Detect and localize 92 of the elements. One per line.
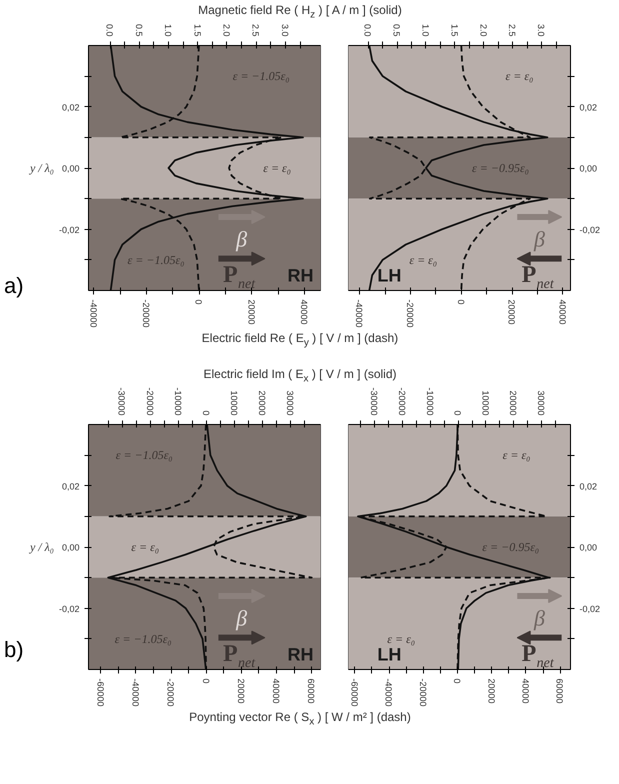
x2-tick-label: -10000	[172, 387, 183, 416]
y-tick-label: -0,02	[58, 224, 80, 235]
x-tick-label: 20000	[246, 300, 256, 325]
annotation: LH	[377, 266, 402, 286]
y-tick-label: 0,02	[580, 481, 598, 492]
y-tick-label: 0,02	[580, 102, 598, 112]
x-tick-label: 40000	[271, 678, 282, 704]
x2-tick-label: 0.0	[104, 24, 115, 37]
band-label: ε = −1.05ε₀	[128, 252, 184, 267]
x2-tick-label: 2.5	[250, 24, 261, 37]
annotation: RH	[288, 644, 314, 665]
text: b)	[4, 636, 24, 664]
x2-tick-label: 2.5	[507, 24, 518, 37]
x-tick-label: 0	[200, 678, 211, 684]
x2-tick-label: 1.5	[449, 24, 460, 37]
x-tick-label: 0	[456, 300, 466, 305]
x2-tick-label: -20000	[396, 387, 407, 416]
y-tick-label: 0,00	[62, 542, 80, 552]
annotation: LH	[377, 644, 402, 665]
annotation: β	[532, 606, 545, 631]
text: a)	[4, 272, 24, 300]
x2-tick-label: 0.0	[362, 24, 373, 37]
x-tick-label: 40000	[299, 300, 310, 325]
x2-tick-label: 0.5	[392, 24, 402, 37]
band-label: ε = ε₀	[387, 632, 416, 646]
y-tick-label: 0,00	[580, 164, 598, 174]
x2-tick-label: 20000	[257, 390, 268, 416]
x2-tick-label: 10000	[480, 390, 490, 416]
x-tick-label: -20000	[404, 300, 415, 328]
x-axis-title: Poynting vector Re ( S$_{x}$ ) [ W / m² ] (dash)	[189, 709, 411, 730]
x-tick-label: -40000	[88, 300, 98, 328]
x-tick-label: 20000	[236, 678, 246, 704]
x2-axis-title: Electric field Im ( E$_{x}$ ) [ V / m ] (solid)	[203, 366, 397, 386]
x2-tick-label: 3.0	[280, 24, 290, 37]
x-tick-label: -40000	[384, 678, 394, 707]
x2-tick-label: -30000	[369, 387, 380, 416]
band-label: ε = −1.05ε₀	[232, 69, 290, 84]
y-axis-title: y / λ₀	[28, 161, 54, 175]
x2-axis-title: Magnetic field Re ( H$_{z}$ ) [ A / m ] (solid)	[198, 2, 402, 22]
x-tick-label: -60000	[95, 678, 106, 707]
band-label: ε = ε₀	[502, 448, 530, 462]
y-tick-label: 0,02	[62, 102, 80, 112]
x-tick-label: -20000	[141, 300, 151, 328]
x-tick-label: 20000	[506, 300, 517, 325]
x-tick-label: -40000	[130, 678, 140, 707]
x-tick-label: 20000	[486, 678, 496, 704]
y-tick-label: -0,02	[580, 604, 600, 614]
x2-tick-label: 30000	[285, 390, 296, 416]
x-tick-label: -60000	[349, 678, 360, 707]
x-tick-label: 0	[194, 300, 204, 305]
x2-tick-label: -10000	[424, 387, 435, 416]
x2-tick-label: 10000	[229, 390, 240, 416]
x2-tick-label: 0	[452, 410, 463, 416]
x-axis-title: Electric field Re ( E$_{y}$ ) [ V / m ] (dash)	[202, 330, 398, 350]
band-label: ε = ε₀	[131, 540, 160, 554]
band-label: ε = ε₀	[263, 161, 291, 175]
x-tick-label: -20000	[418, 678, 428, 707]
annotation: β	[235, 226, 248, 252]
annotation: RH	[288, 266, 314, 286]
y-axis-title: y / λ₀	[28, 540, 54, 554]
x2-tick-label: -30000	[116, 387, 127, 416]
x2-tick-label: 1.0	[163, 24, 174, 37]
x2-tick-label: 20000	[508, 390, 518, 416]
band-label: ε = −0.95ε₀	[482, 540, 540, 554]
x2-tick-label: 1.0	[420, 24, 430, 37]
band-label: ε = −1.05ε₀	[116, 448, 173, 462]
y-tick-label: 0,02	[62, 481, 80, 492]
x2-tick-label: 0	[200, 410, 211, 416]
y-tick-label: 0,00	[580, 542, 598, 552]
x-tick-label: 60000	[554, 678, 565, 704]
band-label: ε = −0.95ε₀	[472, 161, 529, 175]
x2-tick-label: 3.0	[536, 24, 546, 37]
band-label: ε = ε₀	[506, 69, 534, 84]
x2-tick-label: 1.5	[192, 24, 202, 37]
annotation: β	[235, 606, 248, 631]
x-tick-label: 40000	[520, 678, 530, 704]
y-tick-label: -0,02	[580, 224, 600, 235]
x-tick-label: 0	[452, 678, 462, 684]
x-tick-label: -40000	[354, 300, 364, 328]
x2-tick-label: 30000	[536, 390, 546, 416]
band-label: ε = ε₀	[409, 252, 438, 267]
x2-tick-label: 2.0	[478, 24, 488, 37]
x2-tick-label: 2.0	[222, 24, 232, 37]
y-tick-label: 0,00	[62, 164, 80, 174]
y-tick-label: -0,02	[58, 604, 80, 614]
x-tick-label: 60000	[306, 678, 316, 704]
x-tick-label: 40000	[557, 300, 568, 325]
x2-tick-label: -20000	[144, 387, 155, 416]
x-tick-label: -20000	[166, 678, 176, 707]
annotation: β	[532, 226, 545, 252]
x2-tick-label: 0.5	[134, 24, 144, 37]
band-label: ε = −1.05ε₀	[114, 632, 172, 646]
